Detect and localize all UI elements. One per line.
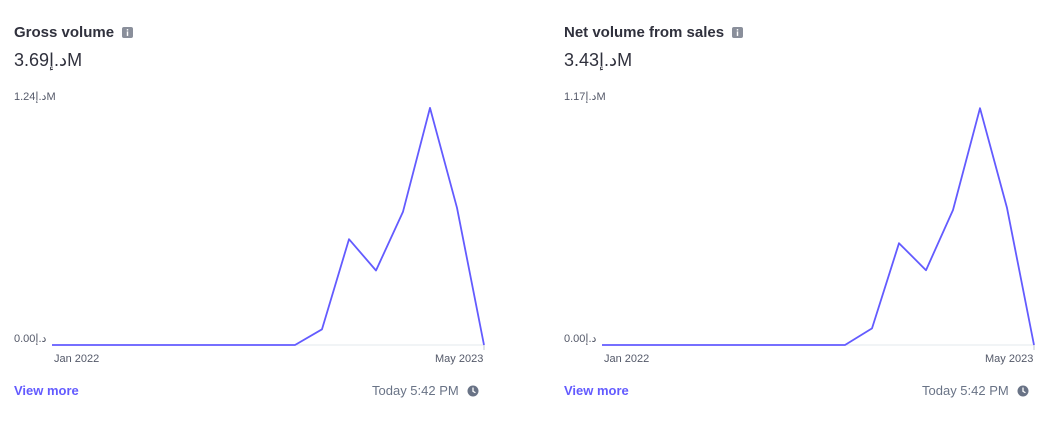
gross-volume-card: Gross volume 3.69د.إM 1.24د.إM 0.00د.إ J…: [14, 0, 494, 435]
data-point: [347, 237, 351, 241]
view-more-link[interactable]: View more: [14, 383, 79, 398]
info-icon[interactable]: [732, 27, 744, 38]
data-point: [293, 343, 297, 347]
data-point: [374, 269, 378, 273]
card-header: Gross volume: [14, 24, 134, 41]
data-point: [77, 343, 81, 347]
series-line: [52, 106, 485, 346]
data-point: [401, 210, 405, 214]
data-point: [1032, 343, 1036, 347]
card-header: Net volume from sales: [564, 24, 744, 41]
y-axis-min-label: 0.00د.إ: [564, 333, 597, 345]
data-point: [978, 106, 982, 110]
view-more-link[interactable]: View more: [564, 383, 629, 398]
data-point: [104, 343, 108, 347]
data-point: [158, 343, 162, 347]
x-axis-start-label: Jan 2022: [604, 353, 650, 365]
data-point: [924, 268, 928, 272]
data-point: [266, 343, 270, 347]
last-updated: Today 5:42 PM: [372, 383, 479, 398]
data-point: [897, 241, 901, 245]
gross-volume-chart: [50, 106, 486, 350]
data-point: [735, 343, 739, 347]
clock-icon: [467, 385, 479, 397]
data-point: [627, 343, 631, 347]
card-total-value: 3.69د.إM: [14, 50, 83, 70]
data-point: [816, 343, 820, 347]
updated-time: Today 5:42 PM: [922, 383, 1009, 398]
data-point: [681, 343, 685, 347]
data-point: [428, 106, 432, 110]
y-axis-max-label: 1.24د.إM: [14, 91, 56, 103]
data-point: [50, 343, 54, 347]
info-icon[interactable]: [122, 27, 134, 38]
y-axis-min-label: 0.00د.إ: [14, 333, 47, 345]
data-point: [600, 343, 604, 347]
x-axis-start-label: Jan 2022: [54, 353, 100, 365]
data-point: [789, 343, 793, 347]
data-point: [212, 343, 216, 347]
data-point: [239, 343, 243, 347]
card-title: Gross volume: [14, 24, 115, 41]
data-point: [131, 343, 135, 347]
net-volume-chart: [600, 106, 1036, 350]
card-total-value: 3.43د.إM: [564, 50, 633, 70]
x-axis-end-label: May 2023: [435, 353, 484, 365]
data-point: [455, 206, 459, 210]
data-point: [951, 208, 955, 212]
data-point: [870, 326, 874, 330]
card-title: Net volume from sales: [564, 24, 725, 41]
clock-icon: [1017, 385, 1029, 397]
last-updated: Today 5:42 PM: [922, 383, 1029, 398]
series-line: [602, 107, 1035, 346]
net-volume-card: Net volume from sales 3.43د.إM 1.17د.إM …: [564, 0, 1044, 435]
updated-time: Today 5:42 PM: [372, 383, 459, 398]
x-axis-end-label: May 2023: [985, 353, 1034, 365]
data-point: [843, 343, 847, 347]
data-point: [1005, 206, 1009, 210]
data-point: [320, 327, 324, 331]
data-point: [185, 343, 189, 347]
y-axis-max-label: 1.17د.إM: [564, 91, 606, 103]
data-point: [762, 343, 766, 347]
data-point: [708, 343, 712, 347]
data-point: [654, 343, 658, 347]
data-point: [482, 343, 486, 347]
